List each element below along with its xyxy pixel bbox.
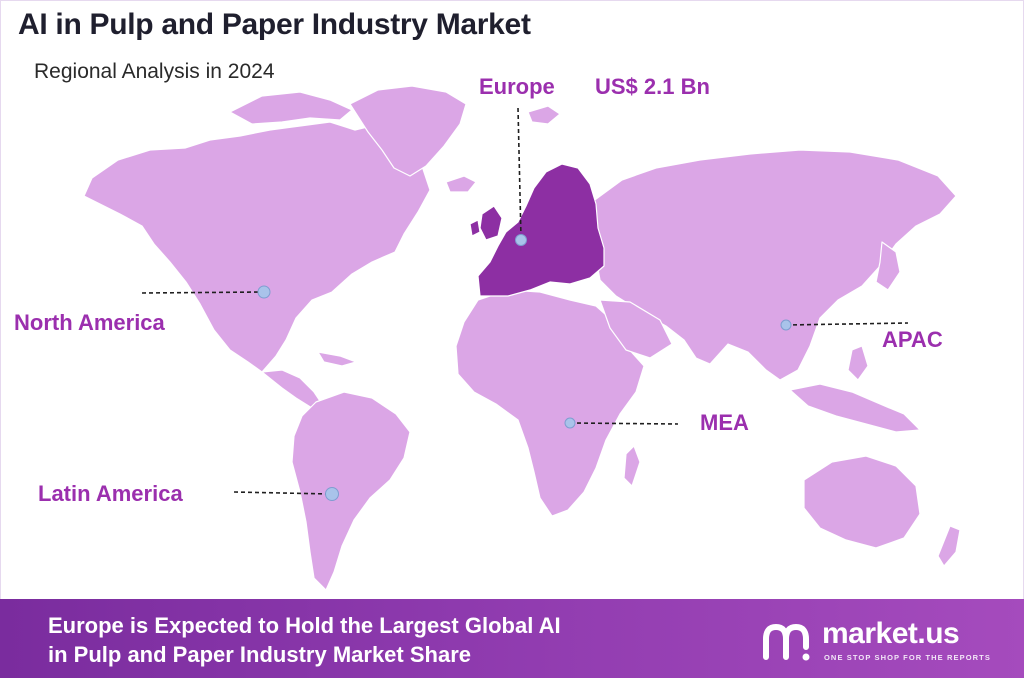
north-america-label: North America	[14, 310, 165, 335]
latin-america-label: Latin America	[38, 481, 183, 506]
southeast-asia-islands	[789, 383, 921, 433]
central-america-landmass	[261, 369, 323, 409]
ireland-landmass	[469, 219, 481, 237]
north-america-marker	[257, 285, 271, 299]
south-america-landmass	[291, 391, 411, 591]
page-subtitle: Regional Analysis in 2024	[34, 60, 275, 83]
madagascar-landmass	[623, 445, 641, 487]
apac-marker	[780, 319, 792, 331]
latin-america-marker	[325, 487, 339, 501]
latin-america-leader-line	[233, 491, 331, 495]
africa-landmass	[455, 289, 645, 517]
apac-leader-line	[785, 322, 909, 326]
arabia-landmass	[599, 299, 673, 359]
europe-landmass	[477, 163, 605, 297]
svalbard-islands	[527, 105, 561, 125]
new-zealand-landmass	[937, 525, 961, 567]
page-title: AI in Pulp and Paper Industry Market	[18, 8, 531, 41]
europe-marker	[515, 234, 527, 246]
philippines-islands	[847, 345, 869, 381]
world-map	[83, 85, 961, 591]
north-america-leader-line	[141, 291, 265, 294]
brand-name: market.us	[822, 617, 960, 650]
north-america-landmass	[83, 121, 431, 373]
footer-line-1: Europe is Expected to Hold the Largest G…	[48, 613, 561, 638]
footer-message: Europe is Expected to Hold the Largest G…	[48, 611, 561, 669]
brand-tagline: ONE STOP SHOP FOR THE REPORTS	[824, 653, 991, 662]
arctic-islands	[229, 91, 353, 125]
europe-leader-line	[517, 107, 522, 239]
market-us-logo-icon	[763, 623, 810, 661]
caribbean-islands	[317, 351, 357, 367]
footer-banner: Europe is Expected to Hold the Largest G…	[0, 599, 1024, 678]
mea-marker	[564, 417, 576, 429]
mea-leader-line	[569, 422, 679, 425]
iceland-landmass	[445, 175, 477, 193]
uk-landmass	[479, 205, 503, 241]
mea-label: MEA	[700, 410, 749, 435]
brand-logo: market.us ONE STOP SHOP FOR THE REPORTS	[760, 617, 1010, 667]
australia-landmass	[803, 455, 921, 549]
europe-value: US$ 2.1 Bn	[595, 74, 710, 99]
japan-landmass	[875, 241, 901, 291]
europe-label: Europe	[479, 74, 555, 99]
apac-label: APAC	[882, 327, 943, 352]
greenland-landmass	[349, 85, 467, 177]
footer-line-2: in Pulp and Paper Industry Market Share	[48, 642, 471, 667]
